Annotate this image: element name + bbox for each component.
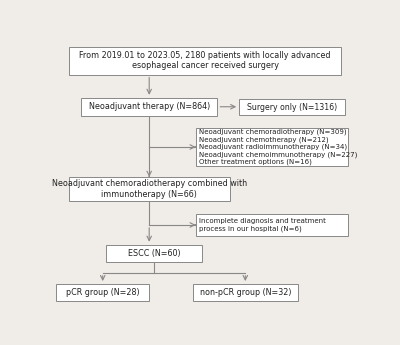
FancyBboxPatch shape — [69, 47, 341, 75]
FancyBboxPatch shape — [239, 99, 344, 115]
Text: Neoadjuvant therapy (N=864): Neoadjuvant therapy (N=864) — [88, 102, 210, 111]
FancyBboxPatch shape — [193, 284, 298, 301]
Text: Surgery only (N=1316): Surgery only (N=1316) — [247, 102, 337, 111]
FancyBboxPatch shape — [69, 177, 230, 201]
Text: pCR group (N=28): pCR group (N=28) — [66, 288, 140, 297]
FancyBboxPatch shape — [81, 98, 218, 116]
FancyBboxPatch shape — [196, 214, 348, 236]
Text: Neoadjuvant chemoradiotherapy combined with
immunotherapy (N=66): Neoadjuvant chemoradiotherapy combined w… — [52, 179, 247, 198]
Text: ESCC (N=60): ESCC (N=60) — [128, 249, 180, 258]
Text: Neoadjuvant chemoradiotherapy (N=309)
Neoadjuvant chemotherapy (N=212)
Neoadjuva: Neoadjuvant chemoradiotherapy (N=309) Ne… — [200, 129, 358, 165]
FancyBboxPatch shape — [106, 245, 202, 262]
FancyBboxPatch shape — [56, 284, 149, 301]
Text: From 2019.01 to 2023.05, 2180 patients with locally advanced
esophageal cancer r: From 2019.01 to 2023.05, 2180 patients w… — [79, 51, 331, 70]
Text: non-pCR group (N=32): non-pCR group (N=32) — [200, 288, 291, 297]
Text: Incomplete diagnosis and treatment
process in our hospital (N=6): Incomplete diagnosis and treatment proce… — [200, 218, 326, 232]
FancyBboxPatch shape — [196, 128, 348, 166]
